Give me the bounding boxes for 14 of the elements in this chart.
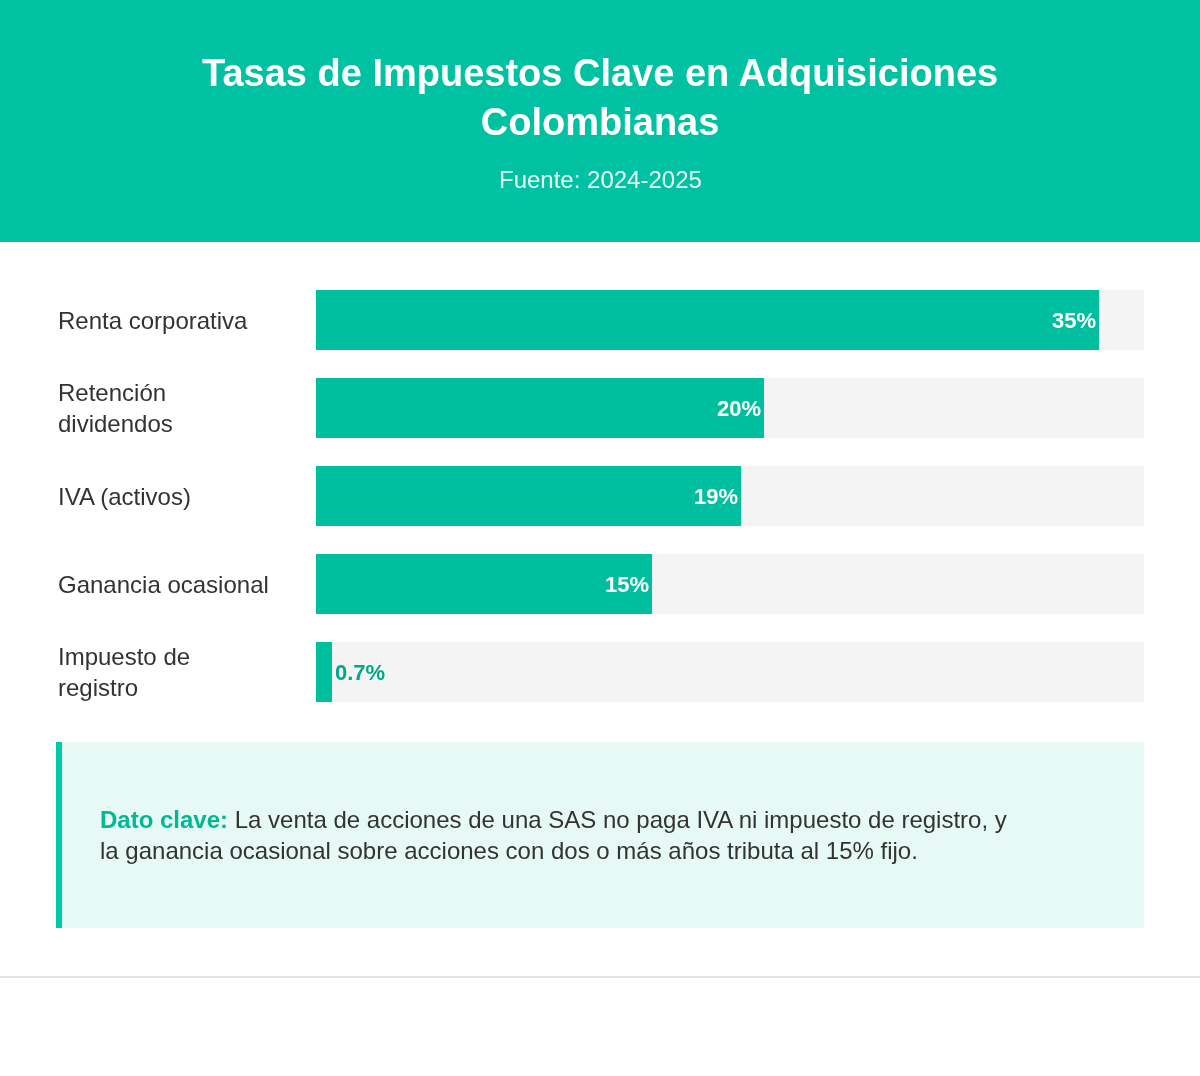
data-label: 20% — [716, 395, 761, 421]
text: Dato clave: La venta de acciones de una SAS no paga IVA ni impuesto de registro, y la ganancia ocasional sobre acciones con dos o más años tributa al 15% fijo. — [100, 806, 1007, 865]
data-label: 0.7% — [335, 659, 386, 685]
data-label: 19% — [693, 483, 738, 509]
chart-subtitle: Fuente: 2024-2025 — [499, 166, 702, 193]
chart-title: Tasas de Impuestos Clave en Adquisiciones Colombianas — [202, 52, 999, 144]
data-label: 35% — [1051, 307, 1096, 333]
y-tick-label: Ganancia ocasional — [58, 571, 269, 598]
y-tick-label: IVA (activos) — [58, 483, 191, 510]
y-tick-label: Renta corporativa — [58, 307, 249, 334]
y-tick-label: Impuesto de registro — [58, 643, 191, 702]
data-label: 15% — [604, 571, 649, 597]
y-tick-label: Retención dividendos — [58, 379, 173, 438]
bar — [316, 642, 332, 702]
